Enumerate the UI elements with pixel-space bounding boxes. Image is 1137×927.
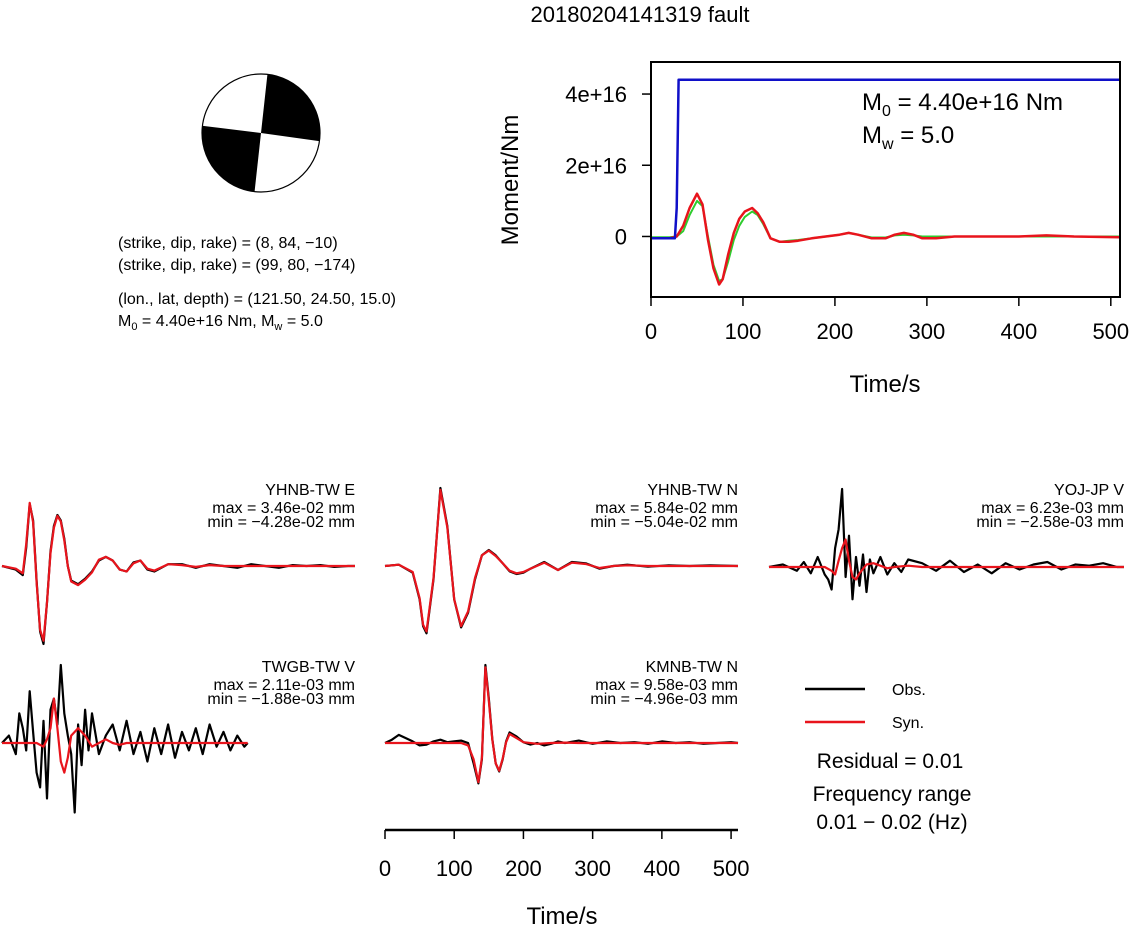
station-min: min = −1.88e-03 mm (207, 691, 355, 708)
moment-x-tick-label: 400 (1000, 319, 1037, 344)
moment-x-axis: 0 100 200 300 400 500 (645, 297, 1129, 344)
waveform-x-axis: 0 100 200 300 400 500 (379, 828, 750, 881)
legend-residual: Residual = 0.01 (817, 750, 964, 773)
waveform-x-tick-label: 200 (505, 856, 542, 881)
station-max: max = 6.23e-03 mm (981, 500, 1124, 517)
waveform-syn-trace (385, 666, 738, 784)
waveform-x-tick-label: 100 (436, 856, 473, 881)
waveform-x-tick-label: 0 (379, 856, 391, 881)
station-name: KMNB-TW N (646, 659, 738, 676)
moment-plot-frame (650, 61, 1121, 298)
waveform-syn-trace (2, 697, 248, 774)
moment-x-tick-label: 500 (1092, 319, 1129, 344)
legend: Obs. Syn. Residual = 0.01 Frequency rang… (805, 682, 971, 834)
station-max: max = 5.84e-02 mm (595, 500, 738, 517)
station-min: min = −4.96e-03 mm (590, 691, 738, 708)
station-max: max = 9.58e-03 mm (595, 677, 738, 694)
mechanism-moment: M0 = 4.40e+16 Nm, Mw = 5.0 (118, 313, 323, 333)
moment-series-red (651, 192, 1121, 286)
mechanism-location: (lon., lat, depth) = (121.50, 24.50, 15.… (118, 291, 396, 308)
moment-x-label: Time/s (849, 371, 920, 398)
station-name: YHNB-TW N (647, 482, 738, 499)
moment-series-blue (651, 78, 1120, 240)
waveform-obs-trace (1, 663, 249, 814)
moment-x-tick-label: 100 (725, 319, 762, 344)
station-min: min = −4.28e-02 mm (207, 514, 355, 531)
legend-obs-label: Obs. (892, 682, 926, 699)
figure-title: 20180204141319 fault (531, 2, 750, 27)
moment-y-tick-label: 2e+16 (565, 153, 627, 178)
moment-panel: 0 100 200 300 400 500 0 2e+16 4e+16 Time/s Mome… (497, 61, 1129, 398)
beachball-quadrant-sw (202, 123, 261, 192)
moment-x-tick-label: 0 (645, 319, 657, 344)
legend-syn-label: Syn. (892, 715, 924, 732)
moment-x-tick-label: 300 (909, 319, 946, 344)
mechanism-plane1: (strike, dip, rake) = (8, 84, −10) (118, 235, 338, 252)
station-name: TWGB-TW V (262, 659, 356, 676)
moment-series-green (651, 199, 1120, 282)
moment-x-tick-label: 200 (817, 319, 854, 344)
moment-y-axis: 0 2e+16 4e+16 (565, 82, 651, 249)
waveform-syn-trace (769, 538, 1124, 581)
station-min: min = −2.58e-03 mm (976, 514, 1124, 531)
mechanism-plane2: (strike, dip, rake) = (99, 80, −174) (118, 257, 355, 274)
station-name: YOJ-JP V (1054, 482, 1124, 499)
moment-m0-annotation: M0 = 4.40e+16 Nm (862, 89, 1063, 120)
station-max: max = 3.46e-02 mm (212, 500, 355, 517)
waveform-x-tick-label: 400 (644, 856, 681, 881)
station-max: max = 2.11e-03 mm (213, 677, 355, 694)
waveform-syn-trace (1, 501, 355, 642)
moment-curves (651, 78, 1121, 286)
waveform-x-tick-label: 500 (713, 856, 750, 881)
moment-y-tick-label: 0 (615, 224, 627, 249)
waveform-x-label: Time/s (526, 903, 597, 927)
legend-frequency-value: 0.01 − 0.02 (Hz) (816, 811, 967, 834)
beachball (201, 73, 321, 193)
moment-y-tick-label: 4e+16 (565, 82, 627, 107)
waveform-x-tick-label: 300 (574, 856, 611, 881)
waveform-syn-trace (384, 488, 738, 633)
beachball-quadrant-ne (261, 74, 320, 144)
station-min: min = −5.04e-02 mm (590, 514, 738, 531)
station-name: YHNB-TW E (265, 482, 355, 499)
moment-mw-annotation: Mw = 5.0 (862, 122, 954, 153)
moment-y-label: Moment/Nm (497, 115, 524, 246)
legend-frequency-label: Frequency range (813, 783, 972, 806)
